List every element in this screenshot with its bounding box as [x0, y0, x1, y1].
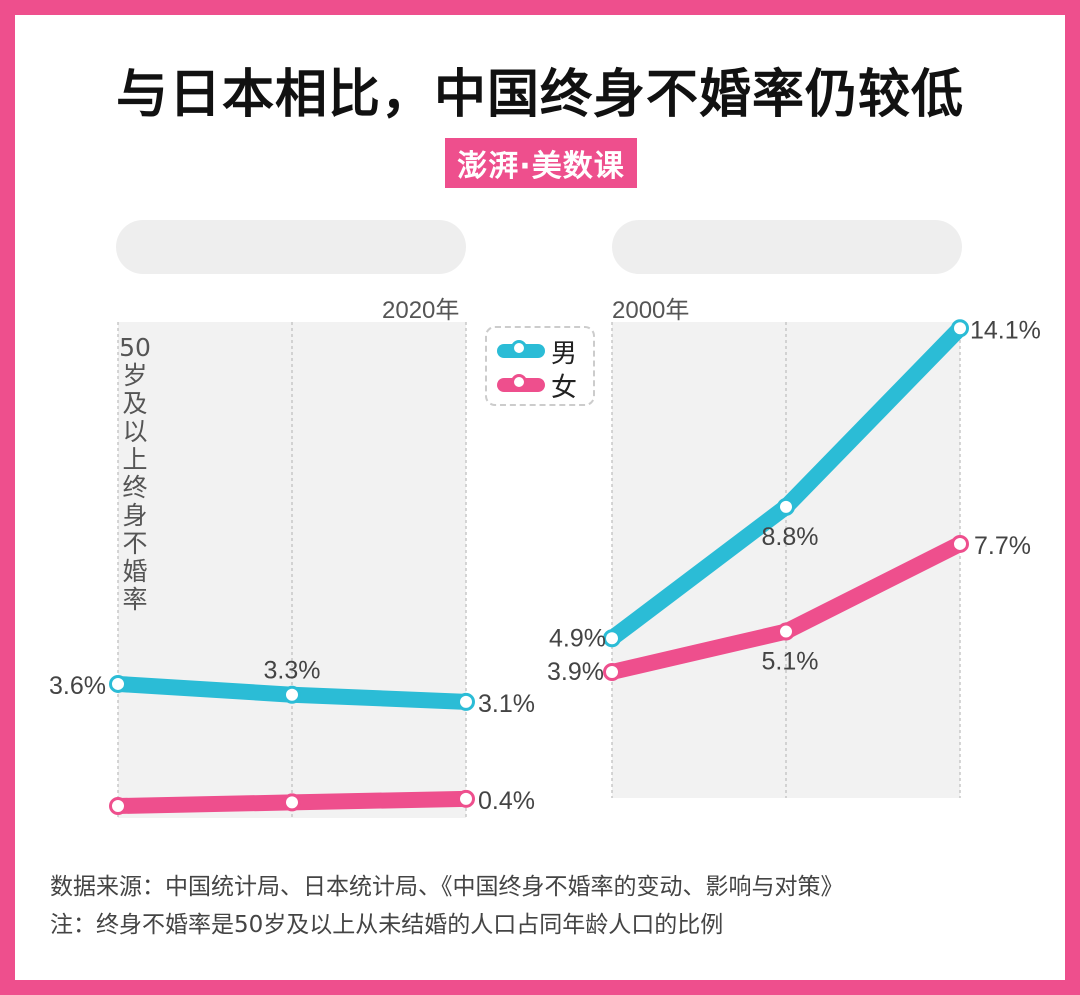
data-point-left-male-2	[457, 692, 475, 711]
legend-swatch-female	[497, 374, 545, 392]
data-label-left-male-0: 3.6%	[49, 672, 106, 700]
data-label-right-male-2: 14.1%	[970, 316, 1041, 344]
year-label-left: 2020年	[382, 297, 460, 324]
data-label-right-female-2: 7.7%	[974, 532, 1031, 560]
data-point-right-female-0	[603, 663, 621, 681]
brand-logo: 澎湃·美数课	[445, 138, 637, 188]
data-point-left-male-0	[109, 674, 127, 693]
data-point-left-female-1	[283, 793, 301, 812]
y-axis-label: 50岁及以上终身不婚率	[119, 333, 151, 614]
data-label-right-female-0: 3.9%	[547, 658, 604, 686]
data-point-left-female-2	[457, 789, 475, 808]
panel-header-right	[612, 220, 962, 274]
year-label-right: 2000年	[612, 297, 690, 324]
footnote-note: 注：终身不婚率是50岁及以上从未结婚的人口占同年龄人口的比例	[50, 912, 724, 938]
data-point-right-male-1	[777, 497, 795, 516]
data-label-right-male-1: 8.8%	[762, 523, 819, 551]
data-point-right-female-2	[951, 534, 969, 553]
data-point-right-male-2	[951, 319, 969, 338]
data-point-right-female-1	[777, 622, 795, 641]
footnote-source: 数据来源：中国统计局、日本统计局、《中国终身不婚率的变动、影响与对策》	[50, 874, 844, 900]
data-label-right-male-0: 4.9%	[549, 624, 606, 652]
legend-item-female: 女	[497, 370, 577, 403]
data-point-right-male-0	[603, 629, 621, 648]
legend-label-female: 女	[551, 372, 578, 403]
legend: 男 女	[485, 326, 595, 406]
legend-swatch-male	[497, 340, 545, 358]
data-point-left-female-0	[109, 797, 127, 815]
data-label-left-male-1: 3.3%	[264, 657, 321, 685]
footnote: 数据来源：中国统计局、日本统计局、《中国终身不婚率的变动、影响与对策》 注：终身…	[50, 868, 1050, 944]
data-point-left-male-1	[283, 685, 301, 704]
legend-item-male: 男	[497, 336, 577, 369]
data-label-left-male-2: 3.1%	[478, 690, 535, 718]
data-label-left-female-2: 0.4%	[478, 787, 535, 815]
legend-label-male: 男	[551, 338, 578, 369]
panel-header-left	[116, 220, 466, 274]
page-title: 与日本相比，中国终身不婚率仍较低	[115, 65, 964, 125]
data-label-right-female-1: 5.1%	[762, 648, 819, 676]
